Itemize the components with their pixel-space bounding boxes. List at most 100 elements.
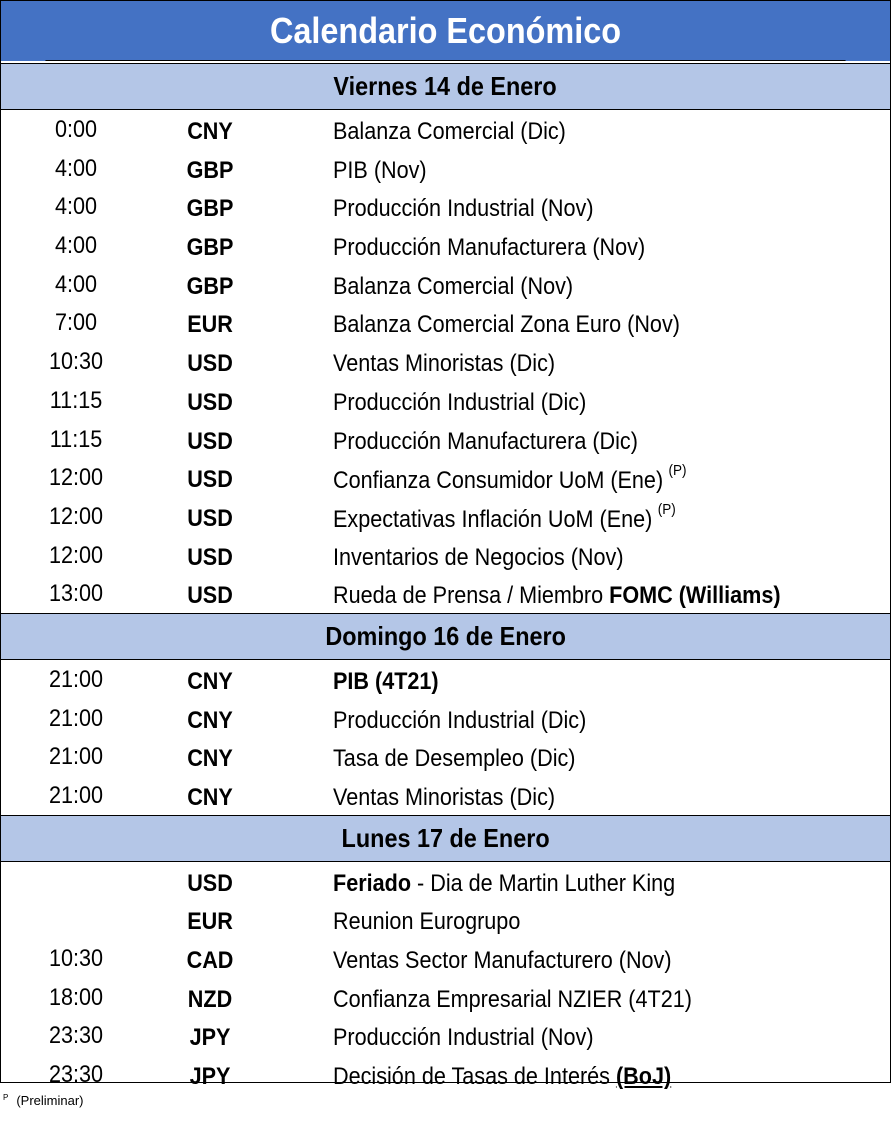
event-time: 12:00 [48, 541, 104, 569]
event-text: Confianza Empresarial NZIER (4T21) [333, 985, 692, 1013]
table-row: 10:30 CAD Ventas Sector Manufacturero (Nov… [1, 939, 890, 978]
event-rows: 21:00 CNY PIB (4T21) 21:00 CNY Producción Ind… [1, 660, 890, 815]
table-row: 23:30 JPY Decisión de Tasas de Interés (Bo… [1, 1055, 890, 1094]
event-description: Balanza Comercial Zona Euro (Nov) [333, 311, 680, 339]
event-time: 11:15 [49, 425, 103, 453]
event-text: Confianza Consumidor UoM (Ene) [333, 467, 664, 495]
event-time: 21:00 [48, 704, 104, 732]
table-row: 21:00 CNY PIB (4T21) [1, 660, 890, 699]
event-time: 23:30 [48, 1022, 104, 1050]
event-time: 0:00 [54, 116, 98, 143]
event-description: PIB (Nov) [333, 157, 427, 185]
table-row: 10:30 USD Ventas Minoristas (Dic) [1, 342, 890, 381]
event-rows: 0:00 CNY Balanza Comercial (Dic) 4:00 GBP PIB… [1, 110, 890, 613]
footnote-text: (Preliminar) [16, 1093, 84, 1108]
event-currency: CNY [187, 784, 233, 811]
footnote-marker: P [3, 1093, 9, 1102]
event-time: 21:00 [48, 782, 104, 809]
event-bold-lead: PIB (4T21) [333, 667, 439, 695]
event-currency: USD [187, 869, 233, 897]
event-description: Producción Industrial (Dic) [333, 707, 586, 735]
table-row: EUR Reunion Eurogrupo [1, 900, 890, 939]
event-text: Ventas Sector Manufacturero (Nov) [333, 947, 672, 975]
event-currency: CAD [186, 947, 234, 975]
event-currency: USD [187, 582, 233, 610]
table-row: 4:00 GBP Balanza Comercial (Nov) [1, 265, 890, 304]
event-text: Balanza Comercial (Nov) [333, 272, 574, 300]
day-header: Viernes 14 de Enero [1, 63, 890, 110]
event-currency: USD [187, 350, 233, 378]
event-currency: USD [187, 427, 233, 455]
table-row: 21:00 CNY Producción Industrial (Dic) [1, 699, 890, 738]
event-description: Ventas Minoristas (Dic) [333, 350, 555, 378]
event-time: 18:00 [48, 983, 104, 1011]
event-text: Rueda de Prensa / Miembro [333, 582, 610, 610]
table-row: 12:00 USD Inventarios de Negocios (Nov) [1, 536, 890, 575]
event-time: 4:00 [54, 232, 98, 260]
event-description: Producción Manufacturera (Nov) [333, 234, 645, 262]
table-row: 0:00 CNY Balanza Comercial (Dic) [1, 110, 890, 149]
event-currency: CNY [187, 745, 233, 773]
day-header: Lunes 17 de Enero [1, 814, 890, 862]
event-text: Balanza Comercial Zona Euro (Nov) [333, 311, 680, 339]
event-currency: CNY [187, 706, 233, 734]
event-description: Producción Industrial (Nov) [333, 1024, 594, 1052]
event-description: PIB (4T21) [333, 668, 439, 696]
event-description: Producción Industrial (Dic) [333, 389, 586, 417]
preliminary-marker: (P) [657, 500, 676, 518]
event-description: Tasa de Desempleo (Dic) [333, 745, 575, 773]
event-currency: USD [187, 504, 233, 532]
event-time: 10:30 [48, 348, 104, 376]
event-currency: GBP [186, 234, 234, 262]
event-time: 4:00 [54, 270, 98, 298]
event-description: Balanza Comercial (Nov) [333, 273, 573, 301]
table-row: 12:00 USD Confianza Consumidor UoM (Ene) (P… [1, 458, 890, 497]
table-row: 18:00 NZD Confianza Empresarial NZIER (4T2… [1, 978, 890, 1017]
event-currency: USD [187, 466, 233, 494]
event-description: Ventas Minoristas (Dic) [333, 784, 555, 812]
event-text: Reunion Eurogrupo [333, 908, 521, 936]
event-text: Ventas Minoristas (Dic) [333, 350, 556, 378]
event-time: 12:00 [48, 502, 104, 530]
event-bold-lead: Feriado [333, 869, 412, 897]
day-header-label: Lunes 17 de Enero [341, 822, 550, 853]
event-description: Rueda de Prensa / Miembro FOMC (Williams… [333, 582, 781, 610]
event-time: 21:00 [48, 665, 104, 693]
event-description: Reunion Eurogrupo [333, 908, 520, 936]
event-text: Producción Industrial (Nov) [333, 1024, 594, 1052]
event-currency: USD [187, 543, 233, 571]
day-header-label: Viernes 14 de Enero [333, 71, 558, 101]
event-currency: GBP [186, 272, 234, 300]
table-row: USD Feriado - Dia de Martin Luther King [1, 862, 890, 901]
table-row: 7:00 EUR Balanza Comercial Zona Euro (Nov) [1, 303, 890, 342]
event-description: Confianza Empresarial NZIER (4T21) [333, 986, 692, 1014]
table-row: 4:00 GBP Producción Manufacturera (Nov) [1, 226, 890, 265]
event-currency: GBP [186, 195, 234, 223]
event-time: 13:00 [48, 580, 104, 608]
event-text: Producción Industrial (Dic) [333, 388, 587, 416]
day-header: Domingo 16 de Enero [1, 612, 890, 660]
event-description: Decisión de Tasas de Interés (BoJ) [333, 1063, 671, 1091]
event-text: Decisión de Tasas de Interés [333, 1063, 616, 1091]
event-time: 12:00 [48, 464, 104, 492]
event-time: 4:00 [54, 154, 98, 182]
title-bar: Calendario Económico [1, 1, 890, 63]
event-currency: USD [187, 388, 233, 416]
event-currency: NZD [187, 985, 233, 1013]
event-bold-underline: (BoJ) [615, 1063, 672, 1091]
table-row: 13:00 USD Rueda de Prensa / Miembro FOMC (… [1, 574, 890, 613]
event-currency: GBP [186, 156, 234, 184]
event-text: Producción Manufacturera (Dic) [333, 427, 638, 455]
footnote: P (Preliminar) [3, 1093, 84, 1108]
event-time: 7:00 [54, 309, 98, 337]
table-row: 23:30 JPY Producción Industrial (Nov) [1, 1016, 890, 1055]
table-row: 11:15 USD Producción Manufacturera (Dic) [1, 420, 890, 459]
event-text: Producción Industrial (Nov) [333, 195, 594, 223]
event-description: Expectativas Inflación UoM (Ene) (P) [333, 501, 676, 534]
event-description: Feriado - Dia de Martin Luther King [333, 870, 675, 898]
table-row: 21:00 CNY Tasa de Desempleo (Dic) [1, 737, 890, 776]
event-text: Inventarios de Negocios (Nov) [333, 543, 624, 571]
event-rows: USD Feriado - Dia de Martin Luther King EU… [1, 862, 890, 1094]
event-currency: CNY [187, 667, 233, 695]
event-time: 4:00 [54, 193, 98, 221]
